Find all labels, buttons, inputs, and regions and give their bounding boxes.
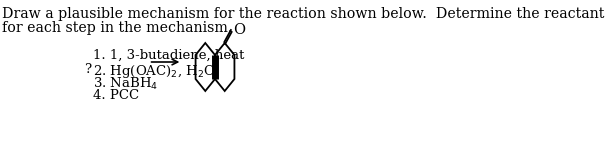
Text: O: O [233, 23, 245, 37]
Text: ?: ? [84, 63, 91, 76]
Text: 2. Hg(OAC)$_2$, H$_2$O: 2. Hg(OAC)$_2$, H$_2$O [93, 63, 215, 80]
Text: 3. NaBH$_4$: 3. NaBH$_4$ [93, 76, 158, 92]
Text: 1. 1, 3-butadiene, heat: 1. 1, 3-butadiene, heat [93, 49, 244, 62]
Text: Draw a plausible mechanism for the reaction shown below.  Determine the reactant: Draw a plausible mechanism for the react… [2, 7, 605, 21]
Text: 4. PCC: 4. PCC [93, 89, 139, 102]
Text: for each step in the mechanism.: for each step in the mechanism. [2, 21, 232, 35]
